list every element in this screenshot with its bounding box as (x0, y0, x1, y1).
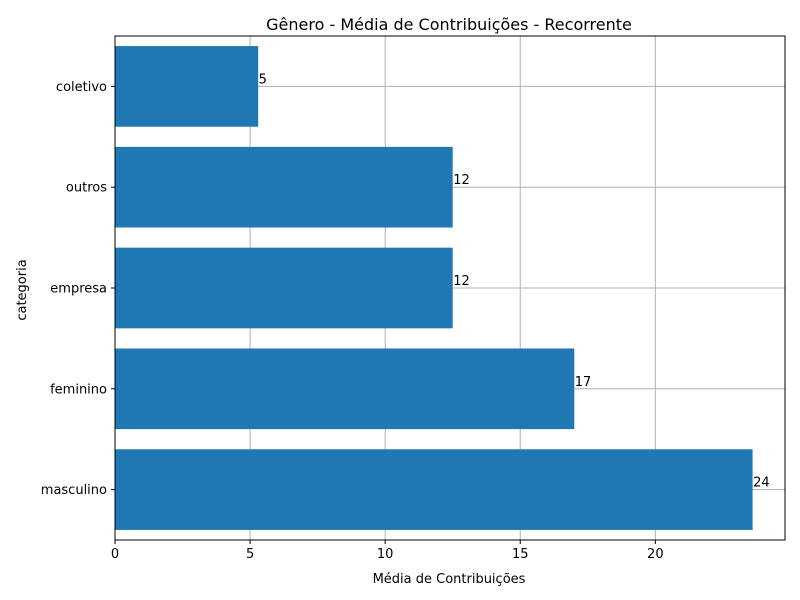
chart-title: Gênero - Média de Contribuições - Recorr… (266, 15, 632, 34)
y-tick-label: empresa (50, 282, 107, 297)
x-tick-label: 0 (111, 547, 119, 562)
bar-masculino (115, 449, 753, 530)
data-label-outros: 12 (453, 173, 470, 188)
data-labels: 24 17 12 12 5 (259, 72, 770, 490)
data-label-empresa: 12 (453, 274, 470, 289)
y-axis-ticks: masculino feminino empresa outros coletivo (41, 80, 115, 498)
y-tick-label: coletivo (56, 80, 107, 95)
y-axis-title: categoria (15, 259, 30, 320)
bar-empresa (115, 247, 453, 329)
y-tick-label: feminino (50, 382, 107, 397)
bars (115, 46, 753, 530)
data-label-coletivo: 5 (259, 72, 267, 87)
bar-feminino (115, 348, 575, 430)
bar-outros (115, 146, 453, 228)
x-axis-title: Média de Contribuições (373, 572, 526, 587)
data-label-masculino: 24 (753, 476, 770, 491)
x-axis-ticks: 0 5 10 15 20 (111, 540, 664, 562)
y-tick-label: outros (66, 181, 107, 196)
bar-coletivo (115, 46, 259, 127)
x-tick-label: 20 (647, 547, 664, 562)
data-label-feminino: 17 (575, 375, 592, 390)
x-tick-label: 10 (377, 547, 394, 562)
x-tick-label: 15 (512, 547, 529, 562)
y-tick-label: masculino (41, 483, 107, 498)
x-tick-label: 5 (246, 547, 254, 562)
